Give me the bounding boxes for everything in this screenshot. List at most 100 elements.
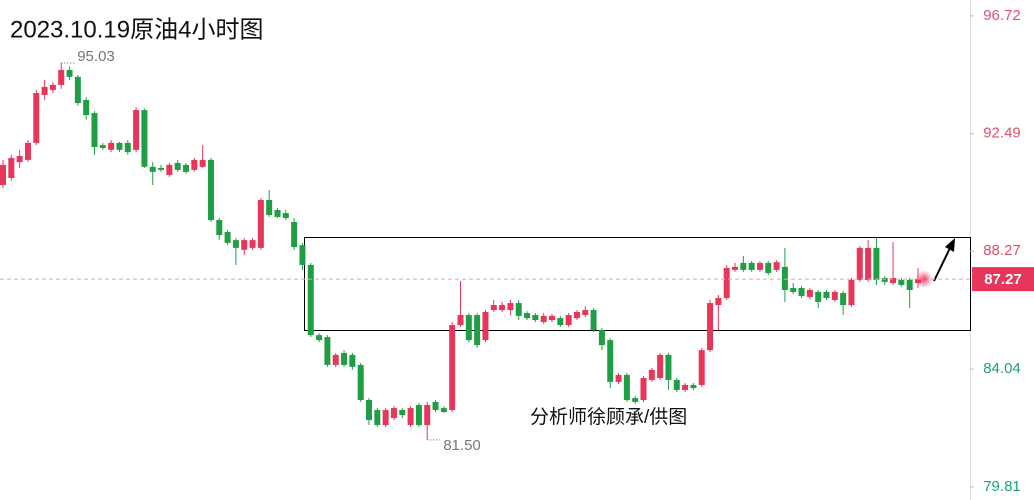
candle-body bbox=[623, 374, 630, 400]
candle-body bbox=[790, 288, 797, 292]
candle-body bbox=[698, 350, 705, 385]
candle-body bbox=[673, 379, 680, 390]
candle-body bbox=[515, 303, 522, 316]
candle-body bbox=[390, 408, 397, 419]
candle-body bbox=[291, 222, 298, 248]
candle-body bbox=[74, 76, 81, 104]
candle-body bbox=[740, 262, 747, 270]
candle-body bbox=[232, 240, 239, 248]
y-tick-label: 79.81 bbox=[983, 478, 1021, 495]
candle-body bbox=[99, 145, 106, 148]
candles bbox=[0, 62, 921, 440]
candle-body bbox=[474, 315, 481, 346]
y-tick-label: 88.27 bbox=[983, 242, 1021, 259]
candle-body bbox=[58, 69, 65, 85]
candle-body bbox=[449, 325, 456, 411]
candle-body bbox=[482, 311, 489, 341]
candle-body bbox=[598, 330, 605, 346]
candle-body bbox=[524, 313, 531, 319]
candle-body bbox=[282, 213, 289, 219]
candle-body bbox=[840, 293, 847, 306]
candle-body bbox=[41, 86, 48, 95]
candle-body bbox=[715, 298, 722, 306]
candle-body bbox=[499, 305, 506, 311]
candle-body bbox=[24, 142, 31, 160]
candle-body bbox=[490, 305, 497, 311]
last-price-label: 87.27 bbox=[984, 271, 1022, 288]
candle-body bbox=[773, 262, 780, 270]
candle-body bbox=[257, 200, 264, 248]
candle-body bbox=[848, 279, 855, 306]
candle-body bbox=[557, 318, 564, 326]
annotation-label: 95.03 bbox=[77, 48, 115, 65]
candle-body bbox=[632, 398, 639, 402]
last-price-box bbox=[972, 267, 1034, 292]
candle-body bbox=[307, 264, 314, 336]
y-tick-label: 96.72 bbox=[983, 7, 1021, 24]
trend-arrow bbox=[933, 238, 955, 282]
candle-body bbox=[415, 405, 422, 426]
candle-body bbox=[133, 110, 140, 150]
candle-body bbox=[565, 315, 572, 326]
candle-body bbox=[324, 337, 331, 365]
range-box bbox=[304, 237, 971, 331]
candle-body bbox=[748, 262, 755, 270]
candle-body bbox=[707, 303, 714, 351]
candle-body bbox=[665, 354, 672, 380]
candle-body bbox=[357, 364, 364, 400]
candle-body bbox=[432, 401, 439, 411]
candle-body bbox=[648, 369, 655, 380]
candle-body bbox=[465, 315, 472, 341]
arrow-head bbox=[945, 238, 955, 252]
candle-body bbox=[806, 289, 813, 297]
candle-body bbox=[349, 354, 356, 367]
candle-body bbox=[382, 410, 389, 426]
candle-body bbox=[457, 315, 464, 326]
candle-body bbox=[723, 267, 730, 299]
candle-body bbox=[241, 240, 248, 250]
y-tick-label: 92.49 bbox=[983, 125, 1021, 142]
candle-body bbox=[224, 232, 231, 243]
candle-body bbox=[890, 277, 897, 284]
candle-body bbox=[108, 142, 115, 150]
candle-body bbox=[532, 315, 539, 321]
candle-body bbox=[607, 340, 614, 382]
candle-body bbox=[316, 335, 323, 341]
candle-body bbox=[781, 266, 788, 290]
candle-body bbox=[856, 247, 863, 280]
candle-body bbox=[174, 162, 181, 170]
arrow-shaft bbox=[933, 245, 952, 282]
candle-body bbox=[507, 303, 514, 311]
candle-body bbox=[66, 69, 73, 77]
candle-body bbox=[33, 93, 40, 143]
candle-body bbox=[249, 240, 256, 248]
candle-body bbox=[166, 164, 173, 175]
candle-body bbox=[91, 113, 98, 148]
candle-body bbox=[815, 291, 822, 302]
candle-body bbox=[865, 247, 872, 280]
candle-body bbox=[332, 354, 339, 365]
candle-body bbox=[191, 159, 198, 170]
candle-body bbox=[374, 410, 381, 426]
candle-body bbox=[831, 291, 838, 300]
candle-body bbox=[590, 310, 597, 331]
candle-body bbox=[424, 405, 431, 426]
candle-body bbox=[158, 167, 165, 170]
candle-body bbox=[274, 210, 281, 217]
candle-body bbox=[399, 410, 406, 416]
candle-body bbox=[266, 200, 273, 216]
candle-body bbox=[216, 220, 223, 236]
candle-body bbox=[898, 279, 905, 285]
candle-body bbox=[299, 245, 306, 265]
candle-body bbox=[615, 374, 622, 382]
y-tick-label: 84.04 bbox=[983, 360, 1021, 377]
candle-body bbox=[881, 277, 888, 282]
candle-body bbox=[640, 377, 647, 400]
candle-body bbox=[690, 384, 697, 389]
watermark: 分析师徐顾承/供图 bbox=[530, 406, 687, 428]
candle-body bbox=[49, 84, 56, 90]
candle-body bbox=[16, 155, 23, 163]
last-price-glow bbox=[915, 270, 933, 289]
